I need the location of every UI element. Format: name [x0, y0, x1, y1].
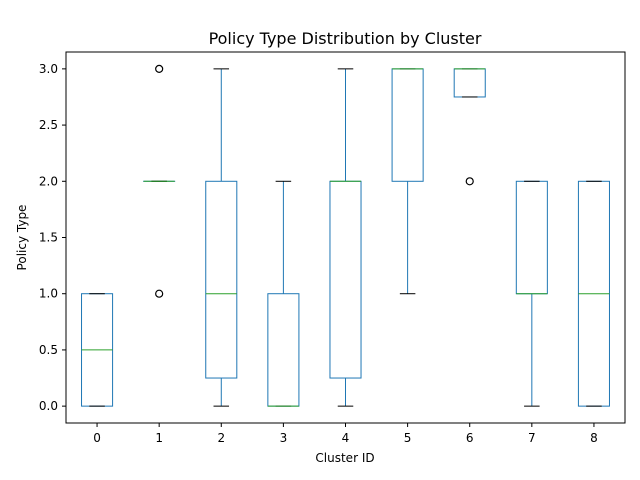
y-tick-label-0: 0.0 [39, 399, 58, 413]
outlier-6-0 [465, 177, 474, 186]
x-tick-label-0: 0 [93, 431, 101, 445]
x-tick-label-5: 5 [404, 431, 412, 445]
y-tick-label-1: 0.5 [39, 343, 58, 357]
outlier-1-0 [155, 64, 164, 73]
chart-title: Policy Type Distribution by Cluster [209, 29, 482, 48]
box-3 [267, 293, 300, 407]
box-7 [515, 180, 548, 295]
x-tick-label-1: 1 [155, 431, 163, 445]
box-4 [329, 180, 362, 379]
y-tick-label-5: 2.5 [39, 118, 58, 132]
box-5 [391, 68, 424, 182]
box-6 [453, 68, 486, 98]
y-tick-label-6: 3.0 [39, 62, 58, 76]
x-axis-label: Cluster ID [315, 451, 374, 465]
x-tick-label-2: 2 [217, 431, 225, 445]
x-tick-label-8: 8 [590, 431, 598, 445]
x-tick-label-4: 4 [342, 431, 350, 445]
x-tick-label-6: 6 [466, 431, 474, 445]
y-axis-label: Policy Type [15, 205, 29, 271]
y-tick-label-2: 1.0 [39, 287, 58, 301]
plot-area: 0.0 0.5 1.0 1.5 2.0 2.5 3.0 0 1 2 3 4 5 6 7 8 [39, 51, 626, 445]
outlier-1-1 [155, 289, 164, 298]
y-tick-label-3: 1.5 [39, 231, 58, 245]
x-tick-label-7: 7 [528, 431, 536, 445]
box-2 [205, 180, 238, 379]
y-tick-label-4: 2.0 [39, 174, 58, 188]
x-tick-label-3: 3 [280, 431, 288, 445]
